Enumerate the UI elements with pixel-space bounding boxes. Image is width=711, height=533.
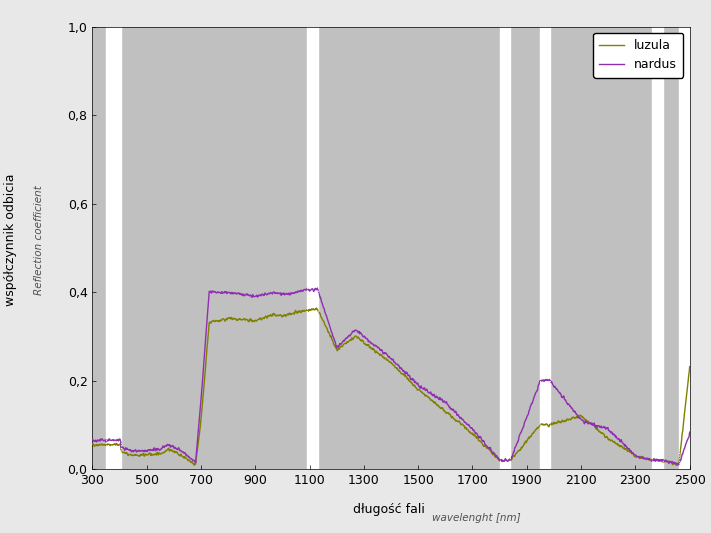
- Line: luzula: luzula: [92, 308, 690, 465]
- Text: długość fali: długość fali: [353, 503, 429, 515]
- Legend: luzula, nardus: luzula, nardus: [593, 33, 683, 78]
- luzula: [309, 305, 317, 312]
- nardus: [101, 437, 109, 443]
- Line: nardus: nardus: [92, 288, 690, 465]
- nardus: [685, 429, 694, 435]
- luzula: [685, 364, 694, 370]
- luzula: [673, 462, 681, 469]
- Bar: [679, 27, 690, 469]
- Bar: [106, 27, 121, 469]
- nardus: [309, 286, 317, 293]
- Bar: [540, 27, 550, 469]
- Bar: [652, 27, 663, 469]
- luzula: [101, 442, 109, 448]
- Text: Reflection coefficient: Reflection coefficient: [34, 185, 44, 295]
- luzula: [289, 310, 298, 317]
- nardus: [88, 437, 97, 443]
- nardus: [213, 290, 221, 296]
- nardus: [289, 289, 298, 296]
- Bar: [500, 27, 510, 469]
- luzula: [110, 441, 119, 447]
- luzula: [213, 318, 221, 324]
- luzula: [232, 316, 240, 322]
- nardus: [110, 437, 119, 443]
- Text: wavelenght [nm]: wavelenght [nm]: [432, 513, 520, 523]
- Text: współczynnik odbicia: współczynnik odbicia: [4, 174, 17, 306]
- nardus: [673, 462, 682, 468]
- nardus: [232, 290, 240, 297]
- luzula: [312, 305, 321, 311]
- Bar: [307, 27, 318, 469]
- luzula: [88, 441, 97, 447]
- nardus: [313, 285, 321, 292]
